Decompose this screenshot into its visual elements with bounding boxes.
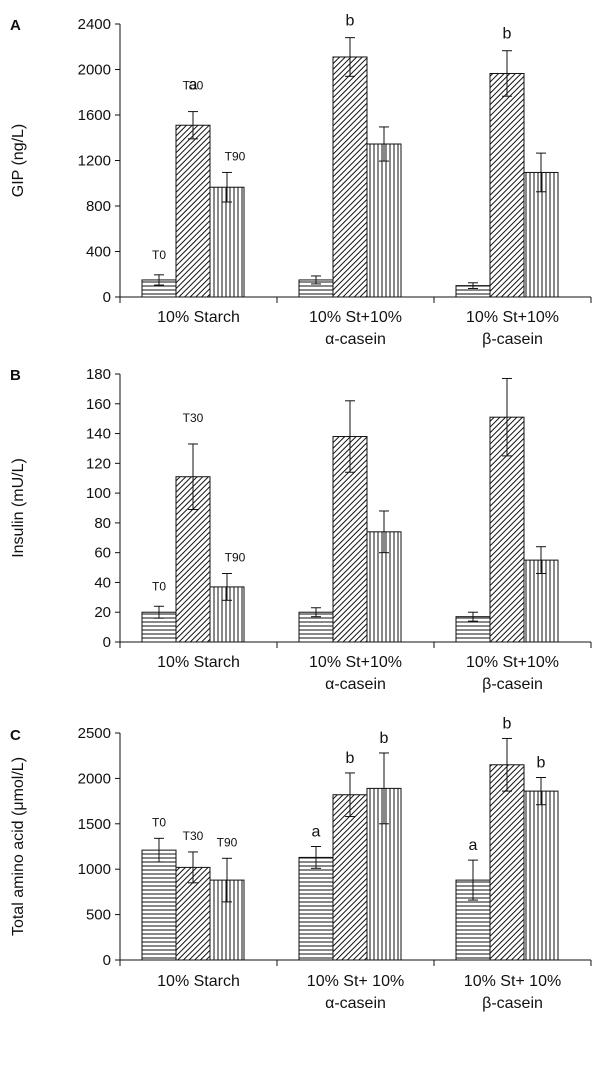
y-axis-label: Insulin (mU/L) <box>10 458 27 558</box>
y-tick-label: 1200 <box>78 153 111 170</box>
bar-series-t30 <box>332 56 368 298</box>
panel-letter: C <box>10 727 21 744</box>
bar-series-t90 <box>523 171 559 298</box>
category-label: β-casein <box>482 676 543 693</box>
series-label-series-t90: T90 <box>217 835 238 849</box>
significance-letter: b <box>503 26 512 43</box>
y-tick-label: 2500 <box>78 725 111 742</box>
y-tick-label: 1500 <box>78 816 111 833</box>
significance-letter: a <box>312 824 321 841</box>
category-label: 10% Starch <box>157 654 240 671</box>
series-label-series-t0: T0 <box>152 815 166 829</box>
category-label: 10% St+10% <box>466 309 559 326</box>
y-tick-label: 0 <box>103 952 111 969</box>
y-tick-label: 800 <box>86 198 111 215</box>
y-tick-label: 80 <box>94 515 111 532</box>
series-label-series-t0: T0 <box>152 248 166 262</box>
significance-letter: a <box>469 837 478 854</box>
bar-series-t0 <box>298 856 334 961</box>
panel-c: C Total amino acid (μmol/L) 0 500 1000 1500 20… <box>10 715 592 1012</box>
panel-letter: A <box>10 17 21 34</box>
bar-series-t0 <box>141 849 177 961</box>
significance-letter: b <box>537 754 546 771</box>
panel-letter: B <box>10 367 21 384</box>
y-tick-label: 40 <box>94 574 111 591</box>
series-label-series-t90: T90 <box>225 149 246 163</box>
category-label: 10% Starch <box>157 973 240 990</box>
bar-series-t30 <box>489 764 525 961</box>
series-label-series-t30: T30 <box>183 411 204 425</box>
bar-series-t30 <box>489 72 525 298</box>
significance-letter: a <box>189 77 198 94</box>
y-axis-label: GIP (ng/L) <box>10 124 27 198</box>
category-label: 10% St+ 10% <box>464 973 561 990</box>
series-label-series-t0: T0 <box>152 579 166 593</box>
category-label: β-casein <box>482 995 543 1012</box>
y-axis-label: Total amino acid (μmol/L) <box>10 757 27 936</box>
y-tick-label: 0 <box>103 289 111 306</box>
series-label-series-t30: T30 <box>183 829 204 843</box>
bar-series-t90 <box>366 143 402 298</box>
y-tick-label: 160 <box>86 396 111 413</box>
bar-series-t30 <box>175 124 211 298</box>
y-tick-label: 1000 <box>78 861 111 878</box>
bar-series-t90 <box>366 787 402 961</box>
category-label: 10% St+ 10% <box>307 973 404 990</box>
significance-letter: b <box>346 13 355 30</box>
y-tick-label: 120 <box>86 455 111 472</box>
panel-b: B Insulin (mU/L) 0 20 40 60 80 100 120 140 160 180 1… <box>10 366 592 693</box>
significance-letter: b <box>346 750 355 767</box>
category-label: 10% Starch <box>157 309 240 326</box>
y-tick-label: 60 <box>94 545 111 562</box>
y-tick-label: 180 <box>86 366 111 383</box>
y-tick-label: 2000 <box>78 770 111 787</box>
bar-series-t90 <box>523 790 559 961</box>
category-label: α-casein <box>325 676 386 693</box>
y-tick-label: 2000 <box>78 62 111 79</box>
y-tick-label: 100 <box>86 485 111 502</box>
y-tick-label: 400 <box>86 244 111 261</box>
y-tick-label: 1600 <box>78 107 111 124</box>
y-tick-label: 500 <box>86 907 111 924</box>
y-tick-label: 20 <box>94 604 111 621</box>
category-label: α-casein <box>325 995 386 1012</box>
series-label-series-t30: T30 <box>183 79 204 93</box>
y-tick-label: 2400 <box>78 16 111 33</box>
category-label: β-casein <box>482 331 543 348</box>
significance-letter: b <box>380 730 389 747</box>
bar-series-t90 <box>209 186 245 298</box>
category-label: 10% St+10% <box>466 654 559 671</box>
bar-series-t0 <box>455 616 491 643</box>
category-label: 10% St+10% <box>309 309 402 326</box>
category-label: 10% St+10% <box>309 654 402 671</box>
significance-letter: b <box>503 715 512 732</box>
series-label-series-t90: T90 <box>225 551 246 565</box>
bar-series-t30 <box>332 794 368 961</box>
category-label: α-casein <box>325 331 386 348</box>
y-tick-label: 140 <box>86 426 111 443</box>
panel-a: A GIP (ng/L) 0 400 800 1200 1600 2000 2400 10% St… <box>10 13 592 348</box>
y-tick-label: 0 <box>103 634 111 651</box>
